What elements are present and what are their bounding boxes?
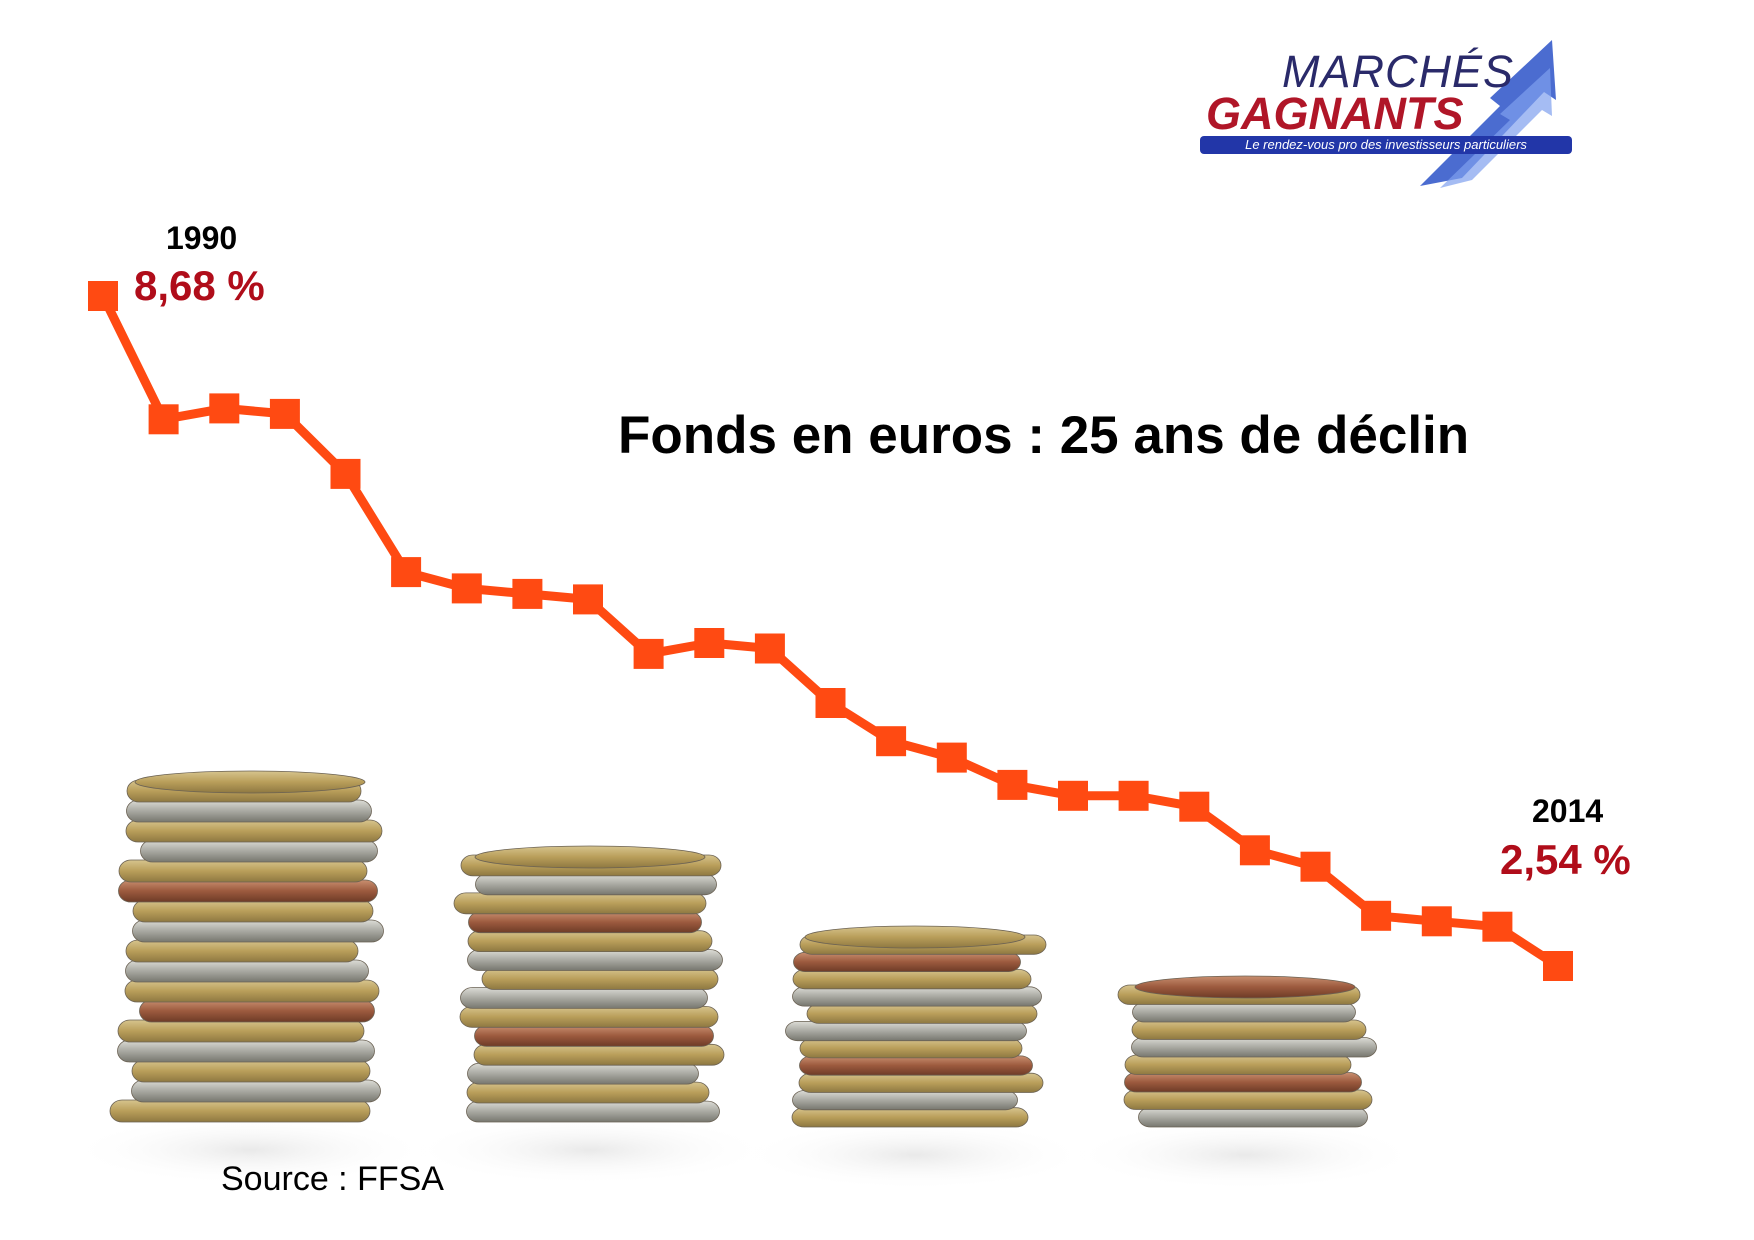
start-value-label: 8,68 %	[134, 262, 265, 309]
data-point-2002	[815, 688, 846, 718]
coin-stacks-illustration	[68, 770, 1420, 1190]
data-point-2000	[694, 628, 725, 658]
data-point-2009	[1239, 835, 1270, 866]
data-point-2012	[1421, 906, 1452, 937]
data-point-1992	[209, 393, 240, 424]
data-markers	[88, 281, 1573, 981]
data-point-2011	[1361, 900, 1392, 931]
data-point-2005	[997, 769, 1028, 800]
start-year-label: 1990	[166, 220, 238, 256]
logo-tagline: Le rendez-vous pro des investisseurs par…	[1200, 136, 1572, 154]
data-point-1999	[633, 638, 664, 669]
coin-stack-4	[1070, 975, 1420, 1190]
data-point-1998	[573, 584, 603, 615]
end-value-label: 2,54 %	[1500, 836, 1631, 883]
marches-gagnants-logo: MARCHÉS GAGNANTS Le rendez-vous pro des …	[1200, 28, 1580, 193]
data-point-1993	[269, 398, 300, 429]
data-point-2006	[1058, 780, 1088, 811]
data-point-1995	[391, 557, 422, 588]
logo-line2: GAGNANTS	[1206, 88, 1464, 139]
data-point-2004	[936, 742, 967, 773]
coin-stack-3	[740, 925, 1090, 1190]
data-point-1997	[512, 578, 543, 609]
data-point-2014	[1543, 951, 1573, 981]
chart-title: Fonds en euros : 25 ans de déclin	[618, 406, 1470, 465]
data-point-1996	[451, 573, 482, 604]
data-point-1991	[148, 404, 179, 435]
data-point-2001	[754, 633, 785, 664]
logo-line1: MARCHÉS	[1282, 46, 1515, 97]
data-point-2010	[1300, 851, 1331, 882]
data-point-1994	[330, 458, 361, 489]
data-point-2013	[1482, 911, 1513, 942]
source-note: Source : FFSA	[221, 1160, 444, 1198]
end-year-label: 2014	[1532, 793, 1604, 829]
logo-arrow-icon	[1420, 40, 1556, 188]
data-point-2003	[876, 726, 907, 757]
data-point-1990	[88, 281, 118, 311]
coin-stack-2	[408, 845, 772, 1185]
data-point-2008	[1179, 791, 1210, 822]
data-point-2007	[1118, 780, 1149, 811]
coin-stack-1	[68, 770, 432, 1185]
